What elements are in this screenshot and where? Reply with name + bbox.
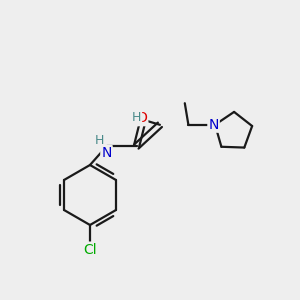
Text: H: H — [94, 134, 104, 147]
Text: O: O — [136, 111, 147, 125]
Text: H: H — [132, 111, 141, 124]
Text: Cl: Cl — [83, 243, 97, 256]
Text: N: N — [101, 146, 112, 160]
Text: N: N — [208, 118, 219, 132]
